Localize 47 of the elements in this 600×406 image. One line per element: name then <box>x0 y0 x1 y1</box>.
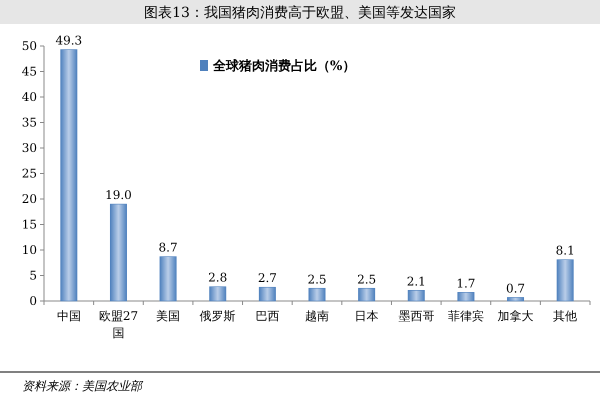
bar <box>110 204 127 302</box>
bar <box>209 286 226 302</box>
bar <box>408 290 425 302</box>
data-label: 2.5 <box>357 272 376 286</box>
y-tick-label: 0 <box>29 294 37 308</box>
y-tick-label: 5 <box>29 268 37 282</box>
x-tick-label: 加拿大 <box>498 309 534 323</box>
y-tick-label: 35 <box>22 116 37 130</box>
y-tick-label: 45 <box>22 64 37 78</box>
data-label: 0.7 <box>506 281 526 296</box>
y-tick-label: 40 <box>22 90 37 104</box>
bar <box>308 288 326 302</box>
data-label: 2.8 <box>208 270 228 285</box>
x-tick-label: 巴西 <box>255 309 280 323</box>
data-label: 8.1 <box>556 244 575 258</box>
bar <box>258 286 276 302</box>
data-label: 49.3 <box>55 34 82 48</box>
bar <box>457 292 474 302</box>
y-tick-label: 30 <box>22 141 37 155</box>
y-tick-label: 20 <box>22 192 37 206</box>
y-tick-label: 15 <box>22 218 37 232</box>
x-tick-label: 菲律宾 <box>448 309 484 323</box>
text: 资料来源：美国农业部 <box>22 379 144 393</box>
legend-label: 全球猪肉消费占比（%） <box>212 58 356 74</box>
x-tick-label: 欧盟27国 <box>98 309 138 340</box>
data-label: 8.7 <box>158 240 178 255</box>
data-label: 2.1 <box>406 274 426 288</box>
chart-title: 图表13：我国猪肉消费高于欧盟、美国等发达国家 <box>144 5 456 21</box>
x-tick-label: 日本 <box>354 309 379 323</box>
bar <box>160 256 177 302</box>
data-label: 2.7 <box>258 271 277 286</box>
y-tick-label: 10 <box>22 243 37 257</box>
x-tick-label: 墨西哥 <box>398 309 434 323</box>
x-tick-label: 其他 <box>553 309 578 323</box>
x-tick-label: 越南 <box>305 309 329 323</box>
y-tick-label: 50 <box>22 39 37 53</box>
bar <box>556 259 574 302</box>
bar <box>507 297 524 302</box>
y-tick-label: 25 <box>22 166 37 180</box>
x-tick-label: 中国 <box>56 309 81 323</box>
data-label: 19.0 <box>105 188 132 202</box>
data-label: 1.7 <box>456 276 476 290</box>
data-label: 2.5 <box>307 272 327 286</box>
x-tick-label: 俄罗斯 <box>200 309 236 323</box>
bar <box>358 288 376 302</box>
bar <box>60 49 78 302</box>
x-tick-label: 美国 <box>156 309 180 323</box>
